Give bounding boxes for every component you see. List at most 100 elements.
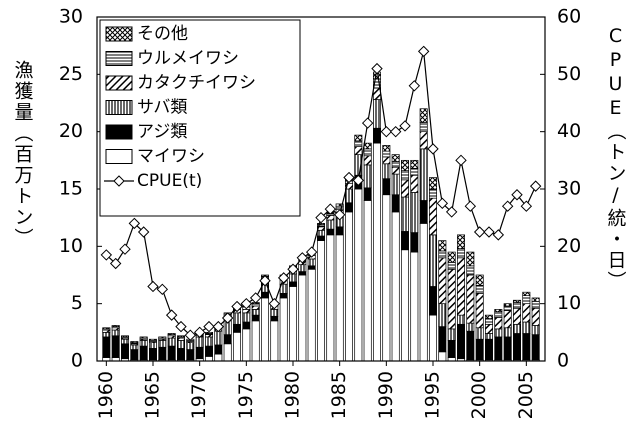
cpue-marker <box>371 62 383 75</box>
bar-segment <box>475 327 484 340</box>
x-tick-label: 1985 <box>328 371 350 419</box>
bar-segment <box>289 273 297 283</box>
bar-segment <box>242 328 251 362</box>
bar-segment <box>438 303 447 327</box>
bar-segment <box>130 341 139 344</box>
bar-segment <box>307 265 316 270</box>
y-axis-label: 漁獲量（百万トン） <box>12 60 34 249</box>
x-tick-label: 1975 <box>235 371 257 419</box>
bar-segment <box>410 251 419 362</box>
bar-segment <box>186 342 195 350</box>
bar-segment <box>177 348 185 361</box>
bar-segment <box>251 305 260 310</box>
cpue-marker <box>333 209 346 221</box>
bar-segment <box>111 325 120 327</box>
bar-segment <box>438 250 447 259</box>
bar-segment <box>307 268 316 362</box>
bar-segment <box>466 322 475 332</box>
bar-segment <box>429 234 437 287</box>
cpue-marker <box>231 300 243 313</box>
bar-segment <box>485 314 493 319</box>
bar-segment <box>466 251 475 267</box>
y-tick-label: 0 <box>71 350 83 372</box>
y2-tick-label: 20 <box>557 235 581 257</box>
cpue-marker <box>427 143 439 155</box>
cpue-marker <box>277 272 290 284</box>
cpue-marker <box>380 125 393 138</box>
cpue-marker <box>184 329 197 341</box>
bar-segment <box>419 131 428 150</box>
cpue-marker <box>221 312 234 324</box>
cpue-marker <box>100 249 113 261</box>
y-tick-label: 30 <box>59 6 83 28</box>
bar-segment <box>457 323 465 360</box>
bar-segment <box>382 194 391 362</box>
bar-segment <box>494 311 503 318</box>
bar-segment <box>494 336 503 361</box>
bar-segment <box>335 226 344 236</box>
x-tick-label: 1970 <box>188 371 210 419</box>
bar-segment <box>130 344 139 350</box>
x-tick-label: 1965 <box>142 371 164 419</box>
cpue-marker <box>464 200 477 212</box>
bar-segment <box>317 223 325 225</box>
cpue-marker <box>296 252 309 264</box>
bar-segment <box>233 331 241 362</box>
bar-segment <box>223 334 232 345</box>
bar-segment <box>335 234 344 362</box>
legend-box <box>99 19 301 217</box>
y2-tick-label: 0 <box>557 350 569 372</box>
bar-segment <box>102 336 111 358</box>
bar-segment <box>382 163 391 180</box>
bar-segment <box>391 194 400 213</box>
bar-segment <box>522 333 531 361</box>
bar-segment <box>214 353 223 362</box>
bar-segment <box>485 333 493 340</box>
bar-segment <box>531 334 540 361</box>
bar-segment <box>214 330 223 346</box>
legend-swatch <box>105 100 133 115</box>
bar-segment <box>326 215 335 221</box>
bar-segment <box>401 196 409 232</box>
cpue-marker <box>203 320 215 333</box>
x-tick-label: 2000 <box>468 371 490 419</box>
cpue-marker <box>175 320 187 333</box>
y-tick-label: 10 <box>59 235 83 257</box>
bar-segment <box>447 251 456 263</box>
cpue-marker <box>240 297 253 310</box>
bar-segment <box>149 342 157 349</box>
cpue-marker <box>492 229 505 241</box>
bar-segment <box>457 234 465 249</box>
bar-segment <box>121 338 129 345</box>
cpue-marker <box>212 320 225 333</box>
cpue-marker <box>147 280 159 293</box>
bar-segment <box>195 336 204 348</box>
cpue-marker <box>165 309 178 321</box>
bar-segment <box>391 161 400 168</box>
cpue-marker <box>287 263 299 275</box>
bar-segment <box>111 329 120 337</box>
legend-label: カタクチイワシ <box>137 73 256 93</box>
cpue-marker <box>324 203 337 215</box>
bar-segment <box>485 323 493 334</box>
x-tick-label: 1990 <box>375 371 397 419</box>
legend-swatch <box>105 75 133 91</box>
bar-segment <box>494 328 503 338</box>
bar-segment <box>270 309 279 317</box>
bar-segment <box>177 335 185 338</box>
bar-segment <box>158 336 167 339</box>
bar-segment <box>466 274 475 324</box>
cpue-marker <box>156 283 169 296</box>
bar-segment <box>438 326 447 353</box>
bar-segment <box>373 99 381 129</box>
bar-segment <box>485 318 493 325</box>
bar-segment <box>457 314 465 325</box>
y-tick-label: 5 <box>71 292 83 314</box>
bar-segment <box>382 145 391 152</box>
cpue-marker <box>399 120 411 132</box>
bar-segment <box>503 336 512 361</box>
cpue-marker <box>520 200 533 212</box>
y-tick-label: 20 <box>59 120 83 142</box>
bar-segment <box>326 228 335 236</box>
